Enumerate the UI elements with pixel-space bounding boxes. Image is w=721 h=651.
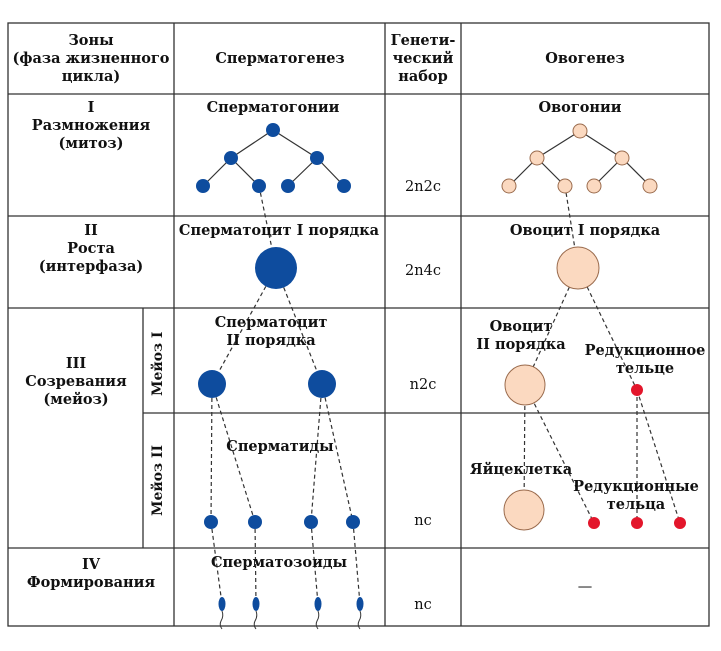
zone-II-label: II Роста (интерфаза) — [38, 222, 144, 275]
spermatozoon — [356, 597, 364, 630]
spermatogonia-label: Сперматогонии — [206, 99, 340, 116]
spermatogonia-cells — [196, 123, 351, 193]
meiosis-I-label: Мейоз I — [150, 331, 166, 396]
spermatozoa — [218, 597, 364, 630]
polar-bodies-label: Редукционные тельца — [573, 478, 699, 513]
spermatogonium-cell — [281, 179, 295, 193]
zone-I-label: I Размножения (митоз) — [31, 99, 151, 152]
spermatogonium-cell — [252, 179, 266, 193]
egg-cell-label: Яйцеклетка — [469, 461, 573, 478]
oogonium-cell — [529, 150, 545, 166]
oogonium-cell — [572, 123, 588, 139]
spermatogonium-cell — [310, 151, 324, 165]
polar-body — [631, 384, 643, 396]
header-spermatogenesis: Сперматогенез — [215, 50, 345, 67]
primary-oocyte-cell — [556, 246, 600, 290]
spermatozoon — [252, 597, 260, 630]
primary-spermatocyte-cell — [255, 247, 297, 289]
zone-III-label: III Созревания (мейоз) — [25, 355, 127, 408]
oogonium-cell — [642, 178, 658, 194]
secondary-oocyte-cell — [504, 364, 546, 406]
genetic-set-II: 2n4c — [405, 263, 441, 279]
spermatid-cell — [346, 515, 360, 529]
primary-oocyte-label: Овоцит I порядка — [509, 222, 661, 239]
secondary-spermatocyte-cell — [198, 370, 226, 398]
spermatozoon — [314, 597, 322, 630]
genetic-set-meiosis-I: n2c — [409, 377, 437, 393]
spermatid-cell — [248, 515, 262, 529]
primary-spermatocyte-label: Сперматоцит I порядка — [178, 222, 380, 239]
sperm-lineage-dashes — [210, 185, 361, 605]
egg-cell — [503, 489, 545, 531]
spermatid-cell — [304, 515, 318, 529]
meiosis-II-label: Мейоз II — [150, 444, 166, 516]
genetic-set-I: 2n2c — [405, 179, 441, 195]
spermatid-cell — [204, 515, 218, 529]
secondary-spermatocyte-cell — [308, 370, 336, 398]
spermatogonium-cell — [196, 179, 210, 193]
header-genetic-set: Генети- ческий набор — [390, 32, 456, 85]
spermatogonium-cell — [224, 151, 238, 165]
oogonia-label: Овогонии — [538, 99, 622, 116]
polar-body-label: Редукционное тельце — [584, 342, 706, 377]
header-zones: Зоны (фаза жизненного цикла) — [12, 32, 170, 85]
genetic-set-IV: nc — [414, 597, 432, 613]
oogonium-cell — [557, 178, 573, 194]
zone-IV-label: IV Формирования — [26, 556, 156, 591]
oogenesis-IV-dash: — — [577, 579, 593, 595]
spermatogonium-cell — [337, 179, 351, 193]
spermatid-cells — [204, 515, 360, 529]
spermatozoon — [218, 597, 226, 630]
header-oogenesis: Овогенез — [545, 50, 625, 67]
oogonium-cell — [614, 150, 630, 166]
spermatogonium-cell — [266, 123, 280, 137]
oogonium-cell — [501, 178, 517, 194]
spermatids-label: Сперматиды — [226, 438, 334, 455]
genetic-set-meiosis-II: nc — [414, 513, 432, 529]
polar-body — [674, 517, 686, 529]
polar-bodies-second — [588, 517, 686, 529]
polar-body — [588, 517, 600, 529]
secondary-spermatocyte-label: Сперматоцит II порядка — [214, 314, 328, 349]
oogonia-cells — [501, 123, 658, 194]
polar-body — [631, 517, 643, 529]
secondary-oocyte-label: Овоцит II порядка — [476, 318, 566, 353]
spermatozoa-label: Сперматозоиды — [210, 554, 348, 571]
oogonium-cell — [586, 178, 602, 194]
